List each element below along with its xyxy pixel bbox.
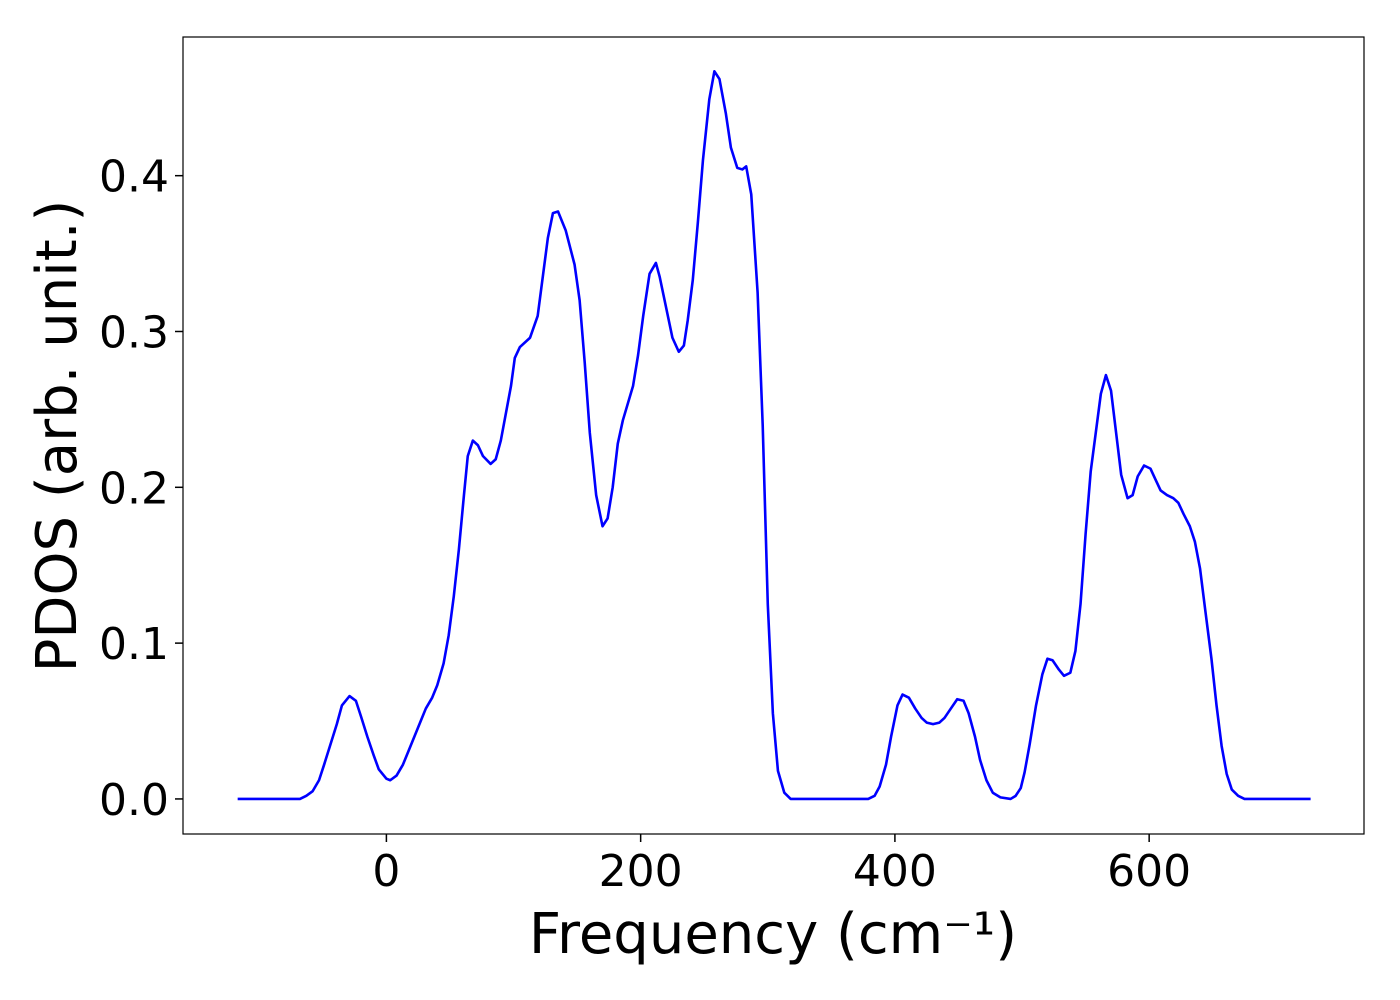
plot-frame	[182, 36, 1365, 835]
y-tick-label: 0.1	[99, 619, 169, 670]
y-tick-label: 0.4	[99, 152, 169, 203]
x-tick-label: 200	[599, 846, 683, 897]
x-tick-label: 600	[1107, 846, 1191, 897]
y-tick-label: 0.3	[99, 307, 169, 358]
data-line	[237, 69, 1311, 801]
y-axis-label: PDOS (arb. unit.)	[25, 200, 90, 673]
y-tick-label: 0.0	[99, 775, 169, 826]
x-axis-label: Frequency (cm⁻¹)	[529, 902, 1017, 967]
y-tick-label: 0.2	[99, 463, 169, 514]
x-tick-label: 0	[372, 846, 400, 897]
x-tick-label: 400	[853, 846, 937, 897]
